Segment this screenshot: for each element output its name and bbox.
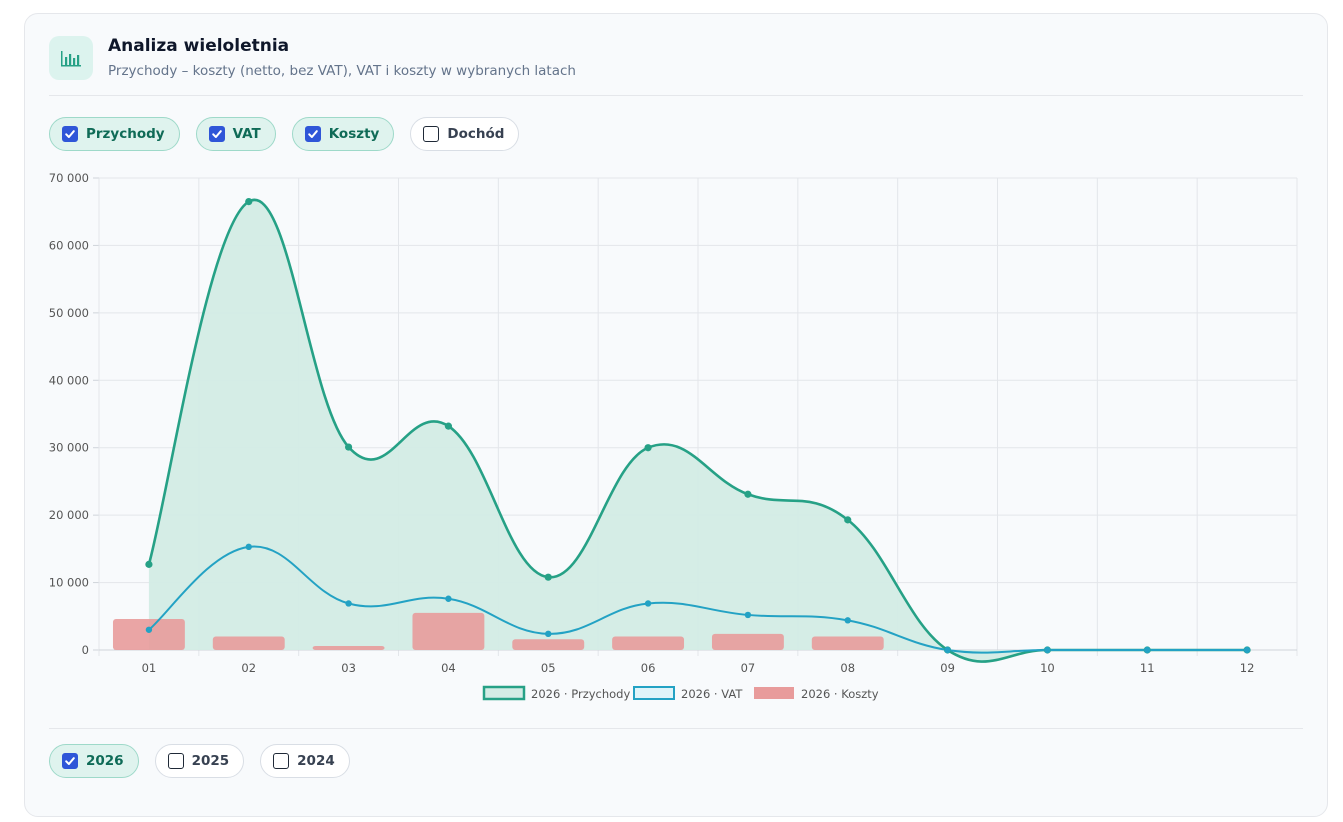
vat-point (445, 595, 452, 602)
legend-swatch (633, 686, 675, 700)
koszty-bar (112, 618, 185, 650)
x-tick-label: 09 (940, 661, 955, 675)
y-tick-label: 20 000 (49, 508, 89, 522)
vat-point (944, 646, 951, 654)
year-toggle[interactable]: 2024 (260, 744, 350, 778)
chart-legend: 2026 · Przychody 2026 · VAT 2026 · Koszty (482, 685, 879, 701)
page-subtitle: Przychody – koszty (netto, bez VAT), VAT… (108, 63, 576, 79)
y-tick-label: 60 000 (49, 238, 89, 252)
checkbox-empty-icon[interactable] (273, 753, 290, 769)
x-tick-label: 10 (1040, 661, 1055, 675)
x-tick-label: 11 (1140, 661, 1155, 675)
vat-point (345, 600, 352, 607)
vat-point (145, 626, 153, 633)
legend-label: 2026 · Przychody (531, 687, 630, 701)
y-tick-label: 0 (82, 643, 89, 657)
vat-point (844, 617, 851, 624)
koszty-bar (212, 636, 285, 650)
legend-label: 2026 · VAT (681, 687, 743, 701)
series-toggle[interactable]: Koszty (291, 117, 395, 151)
przychody-line (147, 198, 1248, 663)
koszty-bar (811, 636, 884, 650)
series-toggle[interactable]: Przychody (49, 117, 180, 151)
przychody-point (344, 443, 353, 451)
vat-point (545, 630, 552, 638)
koszty-bar (412, 612, 485, 650)
card-header: Analiza wieloletnia Przychody – koszty (… (49, 36, 1303, 96)
x-tick-label: 02 (241, 661, 256, 675)
checkbox-empty-icon[interactable] (167, 753, 184, 769)
x-tick-label: 04 (441, 661, 456, 675)
year-toggles: 2026 2025 2024 (49, 744, 350, 778)
year-toggle[interactable]: 2026 (49, 744, 139, 778)
year-toggle-label: 2025 (191, 753, 230, 769)
x-tick-label: 12 (1240, 661, 1255, 675)
checkbox-checked-icon[interactable] (304, 126, 321, 142)
vat-point (245, 543, 252, 551)
series-toggles: Przychody VAT Koszty Dochód (49, 117, 520, 151)
legend-swatch (482, 685, 526, 701)
y-tick-label: 30 000 (49, 441, 89, 455)
koszty-bar (711, 633, 784, 650)
year-toggle-label: 2026 (86, 753, 124, 769)
x-tick-label: 03 (341, 661, 356, 675)
y-tick-label: 40 000 (49, 373, 89, 387)
vat-point (644, 600, 652, 607)
przychody-point (145, 560, 153, 568)
checkbox-checked-icon[interactable] (208, 126, 225, 142)
przychody-point (744, 490, 752, 498)
vat-point (1144, 646, 1151, 654)
x-tick-label: 08 (840, 661, 855, 675)
bar-chart-icon (49, 36, 93, 80)
analysis-card: Analiza wieloletnia Przychody – koszty (… (24, 13, 1328, 817)
x-tick-label: 05 (541, 661, 556, 675)
y-tick-label: 10 000 (49, 576, 89, 590)
przychody-point (444, 422, 453, 430)
legend-label: 2026 · Koszty (801, 687, 879, 701)
legend-swatch (754, 687, 794, 699)
x-tick-label: 06 (641, 661, 656, 675)
x-tick-label: 01 (142, 661, 157, 675)
multi-year-chart: 0 10 000 20 000 30 000 40 000 50 000 60 000 70 … (49, 171, 1298, 701)
koszty-bar (612, 636, 685, 650)
przychody-point (644, 444, 652, 452)
checkbox-checked-icon[interactable] (62, 753, 78, 769)
przychody-point (844, 516, 852, 524)
series-toggle-label: Dochód (447, 126, 505, 142)
year-toggle-label: 2024 (297, 753, 335, 769)
vat-point (744, 611, 752, 619)
page-title: Analiza wieloletnia (108, 36, 290, 56)
checkbox-empty-icon[interactable] (423, 126, 440, 142)
y-tick-label: 70 000 (49, 171, 89, 185)
checkbox-checked-icon[interactable] (62, 126, 78, 142)
y-tick-label: 50 000 (49, 306, 89, 320)
series-toggle[interactable]: VAT (195, 117, 276, 151)
przychody-area (148, 199, 1248, 662)
vat-point (1044, 646, 1051, 654)
vat-point (1243, 646, 1251, 654)
series-toggle-label: Przychody (86, 126, 165, 142)
przychody-point (544, 573, 552, 581)
divider (49, 728, 1303, 729)
koszty-bar (312, 645, 385, 650)
series-toggle-label: Koszty (328, 126, 380, 142)
koszty-bar (512, 639, 585, 650)
year-toggle[interactable]: 2025 (154, 744, 245, 778)
x-tick-label: 07 (741, 661, 756, 675)
series-toggle[interactable]: Dochód (410, 117, 520, 151)
series-toggle-label: VAT (232, 126, 261, 142)
przychody-point (245, 198, 253, 206)
